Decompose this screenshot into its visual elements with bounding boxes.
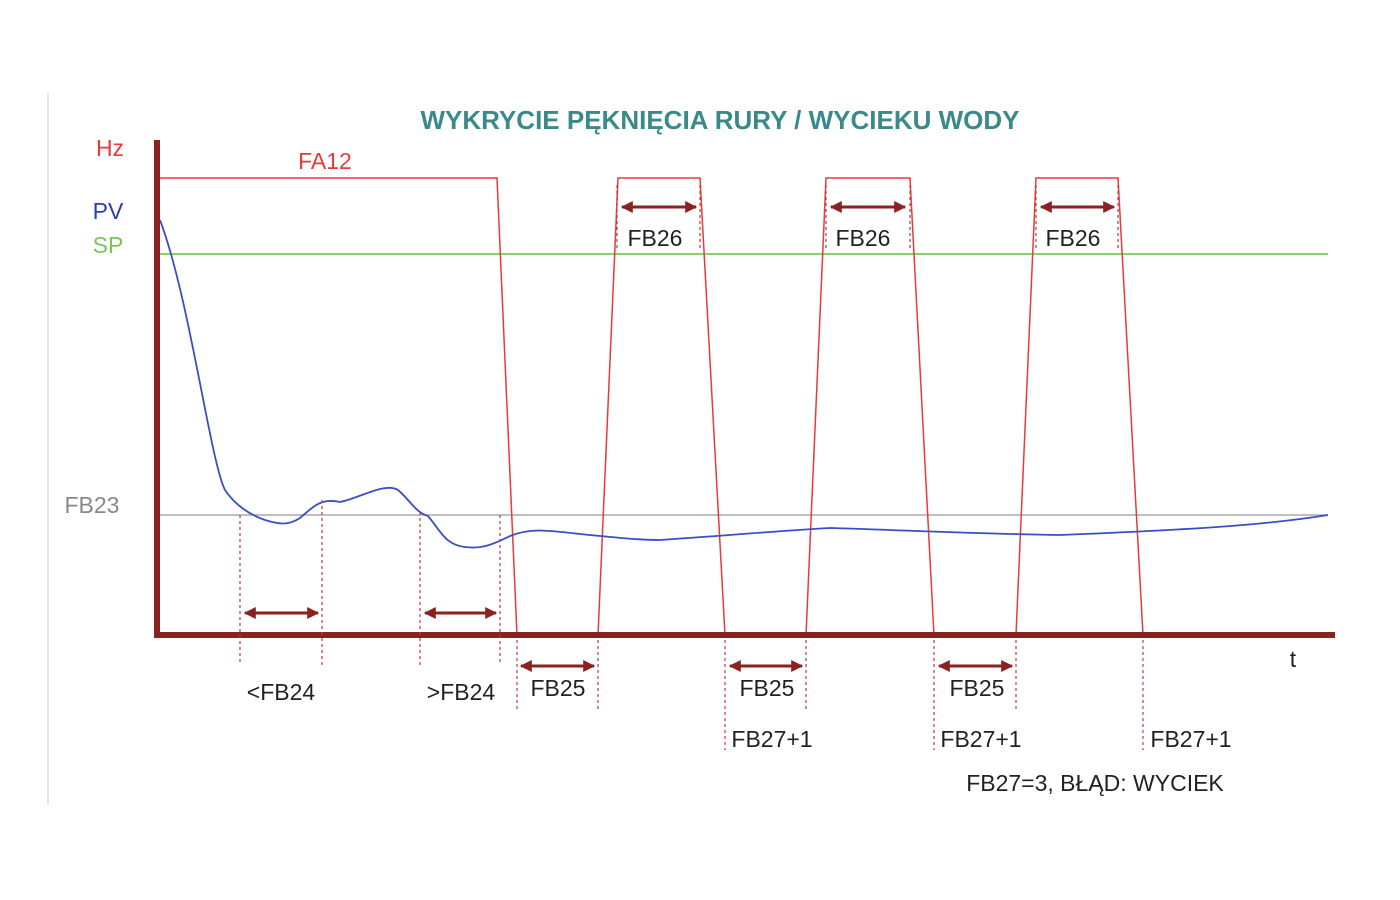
fb25-label: FB25 bbox=[531, 675, 586, 701]
fb23-label: FB23 bbox=[65, 492, 120, 518]
pv-label: PV bbox=[93, 198, 124, 224]
fb26-label: FB26 bbox=[628, 225, 683, 251]
fb27-label: FB27+1 bbox=[1150, 726, 1231, 752]
title: WYKRYCIE PĘKNIĘCIA RURY / WYCIEKU WODY bbox=[420, 105, 1019, 135]
fb24-more-label: >FB24 bbox=[427, 679, 496, 705]
fb25-label: FB25 bbox=[740, 675, 795, 701]
t-label: t bbox=[1290, 646, 1297, 672]
dashed-markers bbox=[239, 185, 1144, 750]
pv-signal bbox=[159, 219, 1329, 549]
fb24-less-label: <FB24 bbox=[247, 679, 316, 705]
fb26-label: FB26 bbox=[1046, 225, 1101, 251]
fb27-label: FB27+1 bbox=[731, 726, 812, 752]
interval-arrows bbox=[243, 201, 1116, 672]
sp-label: SP bbox=[93, 232, 124, 258]
fb27-label: FB27+1 bbox=[940, 726, 1021, 752]
hz-label: Hz bbox=[96, 135, 124, 161]
fb25-label: FB25 bbox=[950, 675, 1005, 701]
error-label: FB27=3, BŁĄD: WYCIEK bbox=[966, 770, 1224, 796]
fa12-label: FA12 bbox=[298, 148, 352, 174]
fb26-label: FB26 bbox=[836, 225, 891, 251]
